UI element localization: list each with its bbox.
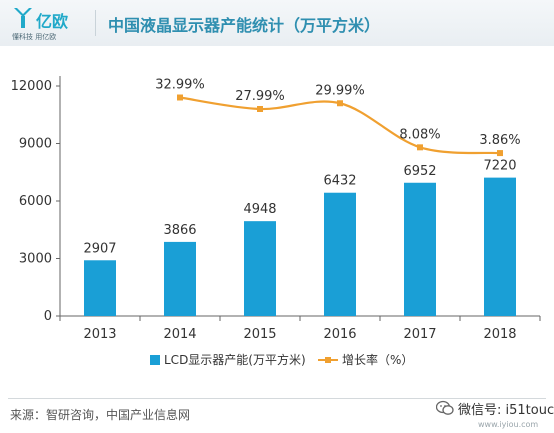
legend-bar-label: LCD显示器产能(万平方米): [164, 352, 306, 367]
bar-value-label: 3866: [163, 223, 196, 238]
growth-rate-label: 32.99%: [155, 78, 205, 93]
logo-tagline: 懂科技 用亿欧: [12, 33, 57, 41]
x-tick-label: 2015: [243, 327, 276, 342]
x-tick-label: 2014: [163, 327, 196, 342]
y-tick-label: 0: [44, 309, 52, 324]
legend-line-label: 增长率（%）: [342, 352, 413, 367]
growth-rate-label: 3.86%: [479, 133, 520, 148]
bar: [164, 241, 196, 316]
header-bar: 亿欧 懂科技 用亿欧 中国液晶显示器产能统计（万平方米）: [0, 0, 554, 46]
y-tick-label: 12000: [11, 79, 52, 94]
bar: [244, 221, 276, 316]
wechat-watermark: 微信号: i51touch: [436, 398, 554, 422]
bar: [484, 177, 516, 316]
watermark-text: 微信号: i51touch: [458, 403, 554, 418]
growth-rate-marker: [417, 144, 423, 151]
bar: [324, 192, 356, 316]
x-tick-label: 2016: [323, 327, 356, 342]
legend-bar-swatch: [150, 355, 160, 365]
bar-value-label: 4948: [243, 202, 276, 217]
x-tick-label: 2017: [403, 327, 436, 342]
wechat-icon: [436, 400, 454, 415]
logo-name: 亿欧: [36, 12, 69, 31]
growth-rate-marker: [257, 106, 263, 112]
bar-value-label: 7220: [483, 159, 516, 174]
growth-rate-marker: [337, 100, 343, 107]
bar: [404, 182, 436, 316]
chart-area: 0 3000 6000 9000 12000 2013 2014 2015 2016 2017 20…: [11, 76, 541, 367]
growth-rate-label: 27.99%: [235, 89, 285, 104]
bar-value-label: 2907: [83, 241, 116, 256]
growth-rate-label: 29.99%: [315, 83, 365, 98]
y-tick-label: 9000: [19, 137, 52, 152]
logo: 亿欧 懂科技 用亿欧: [12, 6, 92, 42]
footer-divider: [8, 398, 546, 399]
yiou-logo-icon: [14, 8, 32, 28]
chart-title: 中国液晶显示器产能统计（万平方米）: [108, 16, 381, 35]
growth-rate-label: 8.08%: [399, 127, 440, 142]
growth-rate-marker: [177, 94, 183, 101]
bar-value-label: 6952: [403, 164, 436, 179]
y-tick-label: 6000: [19, 194, 52, 209]
legend-line-marker: [325, 357, 331, 363]
x-tick-label: 2013: [83, 327, 116, 342]
y-tick-label: 3000: [19, 252, 52, 267]
source-note: 来源：智研咨询，中国产业信息网: [10, 408, 191, 422]
bar-value-label: 6432: [323, 174, 356, 189]
header-divider: [95, 10, 96, 36]
growth-rate-marker: [497, 150, 503, 157]
bar: [84, 260, 116, 316]
x-tick-label: 2018: [483, 327, 516, 342]
watermark-site: www.iyiou.com: [478, 420, 539, 429]
